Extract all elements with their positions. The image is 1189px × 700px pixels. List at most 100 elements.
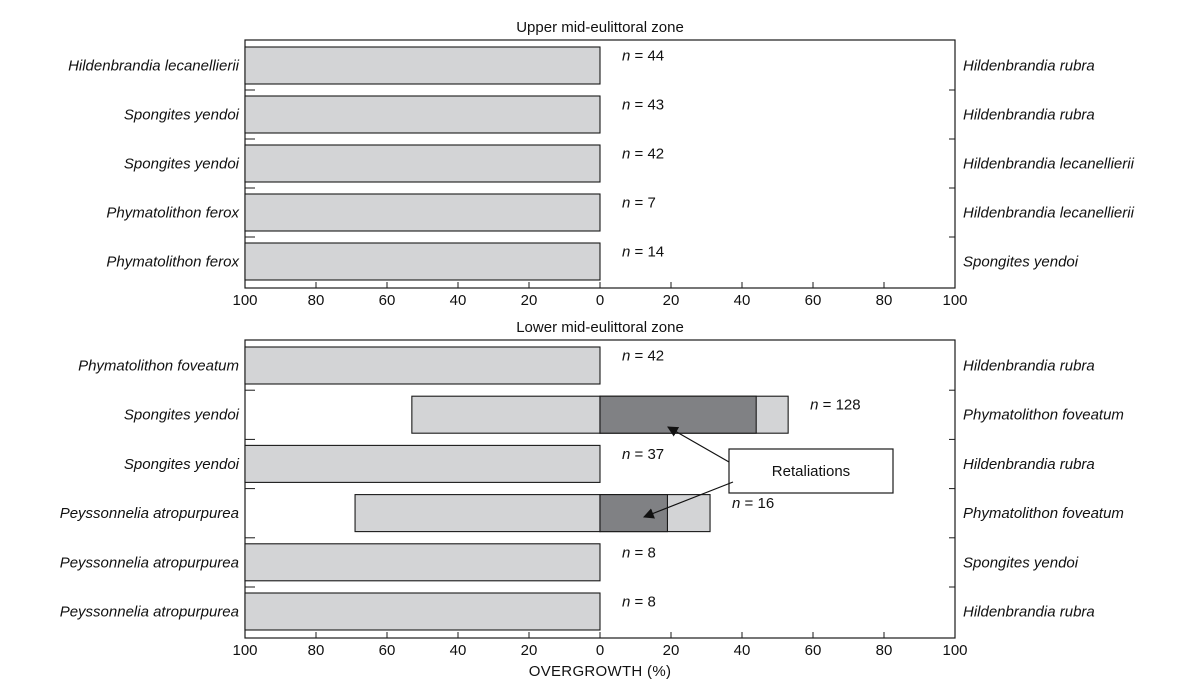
x-tick-label: 0 (596, 642, 604, 659)
x-tick-label: 0 (596, 292, 604, 309)
n-symbol: n (622, 348, 630, 365)
n-label: n = 43 (622, 97, 664, 114)
bar-row: Hildenbrandia lecanellierii Hildenbrandia… (68, 46, 1095, 85)
panel-title: Lower mid-eulittoral zone (516, 319, 684, 336)
x-tick-label: 60 (805, 642, 822, 659)
right-species-label: Spongites yendoi (963, 554, 1079, 571)
bar-left (244, 242, 601, 281)
n-symbol: n (622, 48, 630, 65)
n-value: = 16 (740, 495, 774, 512)
left-species-label: Spongites yendoi (124, 456, 240, 473)
right-species-label: Hildenbrandia rubra (963, 358, 1095, 375)
bar-left (411, 395, 601, 434)
bar-left (244, 193, 601, 232)
bar-left (244, 144, 601, 183)
right-species-label: Hildenbrandia rubra (963, 456, 1095, 473)
x-tick-label: 40 (450, 292, 467, 309)
callout-arrow-lower (642, 481, 734, 519)
callout-arrow-upper (667, 426, 730, 463)
left-species-label: Peyssonnelia atropurpurea (60, 505, 239, 522)
n-symbol: n (622, 594, 630, 611)
bar-row: Phymatolithon ferox Spongites yendoi n = 1… (106, 242, 1079, 281)
bar-left (244, 346, 601, 385)
n-symbol: n (622, 244, 630, 261)
right-species-label: Spongites yendoi (963, 254, 1079, 271)
n-label: n = 44 (622, 48, 664, 65)
bar-row: Spongites yendoi Phymatolithon foveatum n … (124, 395, 1124, 434)
n-label: n = 42 (622, 348, 664, 365)
bar-row: Peyssonnelia atropurpurea Phymatolithon f… (60, 494, 1124, 533)
right-species-label: Hildenbrandia lecanellierii (963, 156, 1135, 173)
n-label: n = 16 (732, 495, 774, 512)
left-species-label: Peyssonnelia atropurpurea (60, 604, 239, 621)
right-species-label: Phymatolithon foveatum (963, 505, 1124, 522)
x-tick-label: 20 (663, 642, 680, 659)
bar-left (244, 543, 601, 582)
right-species-label: Phymatolithon foveatum (963, 407, 1124, 424)
left-species-label: Spongites yendoi (124, 156, 240, 173)
n-label: n = 42 (622, 146, 664, 163)
bar-row: Spongites yendoi Hildenbrandia lecanellie… (124, 144, 1135, 183)
x-tick-label: 20 (521, 292, 538, 309)
bar-row: Phymatolithon ferox Hildenbrandia lecanel… (106, 193, 1135, 232)
panel-upper: Upper mid-eulittoral zone 100 80 60 40 20 0 20 4… (68, 19, 1135, 309)
n-value: = 7 (630, 195, 655, 212)
bar-left (244, 592, 601, 631)
left-species-label: Peyssonnelia atropurpurea (60, 554, 239, 571)
n-symbol: n (622, 195, 630, 212)
x-tick-label: 60 (379, 642, 396, 659)
n-symbol: n (622, 544, 630, 561)
left-species-label: Hildenbrandia lecanellierii (68, 58, 240, 75)
bar-left (244, 46, 601, 85)
n-label: n = 14 (622, 244, 664, 261)
x-tick-label: 60 (379, 292, 396, 309)
right-species-label: Hildenbrandia rubra (963, 58, 1095, 75)
bar-left (354, 494, 601, 533)
x-tick-label: 40 (734, 292, 751, 309)
n-label: n = 8 (622, 544, 656, 561)
bar-row: Spongites yendoi Hildenbrandia rubra n = 3… (124, 444, 1095, 483)
x-tick-label: 20 (663, 292, 680, 309)
n-value: = 42 (630, 146, 664, 163)
x-tick-label: 40 (734, 642, 751, 659)
left-species-label: Phymatolithon foveatum (78, 358, 239, 375)
n-symbol: n (622, 146, 630, 163)
bar-row: Spongites yendoi Hildenbrandia rubra n = 4… (124, 95, 1095, 134)
n-label: n = 7 (622, 195, 656, 212)
n-label: n = 37 (622, 446, 664, 463)
n-value: = 128 (818, 397, 860, 414)
x-tick-label: 100 (232, 292, 257, 309)
x-axis-label: OVERGROWTH (%) (529, 663, 672, 680)
bar-row: Peyssonnelia atropurpurea Spongites yendo… (60, 543, 1079, 582)
left-species-label: Phymatolithon ferox (106, 254, 239, 271)
x-tick-label: 100 (942, 642, 967, 659)
bar-left (244, 444, 601, 483)
x-tick-label: 100 (232, 642, 257, 659)
n-symbol: n (732, 495, 740, 512)
n-symbol: n (622, 446, 630, 463)
right-species-label: Hildenbrandia rubra (963, 604, 1095, 621)
x-tick-label: 80 (308, 292, 325, 309)
panel-title: Upper mid-eulittoral zone (516, 19, 684, 36)
n-label: n = 8 (622, 594, 656, 611)
n-value: = 43 (630, 97, 664, 114)
n-value: = 14 (630, 244, 664, 261)
left-species-label: Spongites yendoi (124, 107, 240, 124)
bar-row: Phymatolithon foveatum Hildenbrandia rubr… (78, 346, 1095, 385)
n-value: = 8 (630, 594, 655, 611)
bar-left (244, 95, 601, 134)
x-tick-label: 100 (942, 292, 967, 309)
n-symbol: n (622, 97, 630, 114)
n-value: = 44 (630, 48, 664, 65)
bar-retaliation (599, 395, 757, 434)
n-value: = 42 (630, 348, 664, 365)
x-tick-label: 80 (308, 642, 325, 659)
bar-retaliation (599, 494, 668, 533)
right-species-label: Hildenbrandia lecanellierii (963, 205, 1135, 222)
x-tick-label: 40 (450, 642, 467, 659)
left-species-label: Spongites yendoi (124, 407, 240, 424)
n-value: = 37 (630, 446, 664, 463)
retaliations-callout: Retaliations (642, 426, 894, 519)
callout-box (728, 448, 894, 494)
